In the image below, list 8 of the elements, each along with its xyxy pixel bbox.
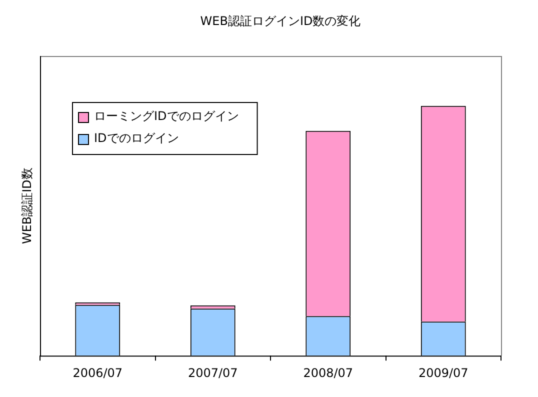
legend-label: ローミングIDでのログイン [94, 109, 239, 124]
x-tick-label: 2008/07 [303, 366, 354, 380]
chart-title: WEB認証ログインID数の変化 [200, 14, 361, 28]
x-tick-label: 2009/07 [418, 366, 468, 380]
legend-label: IDでのログイン [94, 131, 179, 146]
y-axis-title: WEB認証ID数 [20, 168, 34, 244]
x-tick-label: 2006/07 [72, 366, 123, 380]
x-tick-label: 2007/07 [188, 366, 238, 380]
